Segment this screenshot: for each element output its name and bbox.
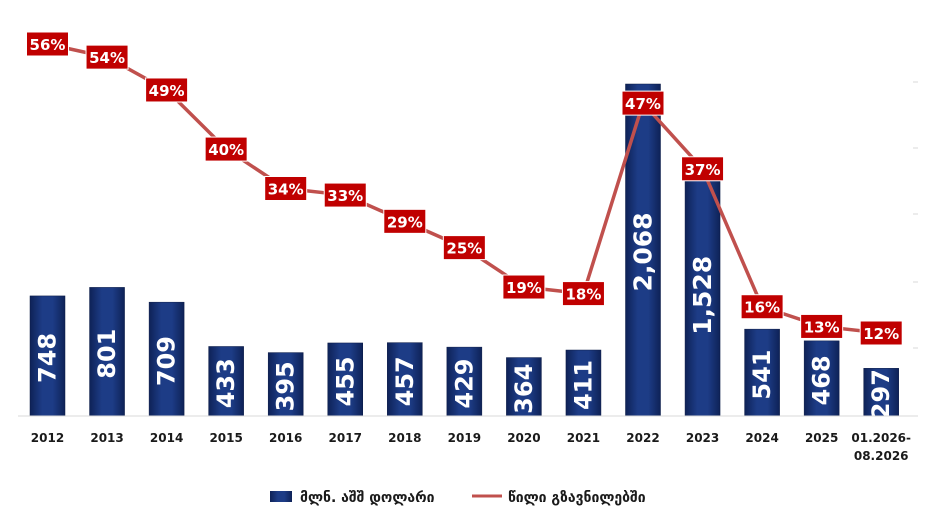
bar-data-label: 411 (569, 360, 597, 410)
x-tick-label: 2015 (209, 431, 242, 445)
bar-data-label: 709 (153, 336, 181, 386)
line-point-label: 19% (506, 279, 542, 297)
line-point-label-box (561, 281, 605, 307)
bar-2018 (387, 342, 423, 417)
bar-data-label: 468 (808, 355, 836, 405)
bar-2016 (267, 352, 304, 417)
x-tick-label: 2014 (150, 431, 183, 445)
legend-label-line: წილი გზავნილებში (508, 490, 646, 506)
line-series: 56% 54% 49% 40% 34% 33% 29% 25% 19% 18% 47% 37% 16% 1… (26, 31, 903, 346)
line-point-label: 18% (565, 286, 601, 304)
bar-data-label: 433 (212, 358, 240, 408)
legend-label-bar: მლნ. აშშ დოლარი (300, 490, 435, 506)
x-tick-label: 2021 (567, 431, 600, 445)
bar-data-label: 801 (93, 329, 121, 379)
x-tick-label: 01.2026-08.2026 (851, 431, 911, 463)
line-point-label: 25% (446, 240, 482, 258)
bar-data-label: 429 (450, 359, 478, 409)
line-point-label-box (204, 136, 248, 162)
bar-2023 (684, 170, 721, 417)
line-point-label: 13% (804, 318, 840, 336)
line-point-label: 40% (208, 141, 244, 159)
line-point-label: 47% (625, 95, 661, 113)
bar-2021 (565, 349, 602, 417)
line-point-label: 33% (327, 187, 363, 205)
bar-2024 (744, 328, 780, 417)
legend: მლნ. აშშ დოლარი წილი გზავნილებში (270, 490, 646, 506)
line-point-label-box (740, 294, 784, 320)
line-point-label-box (26, 31, 69, 57)
line-point-label: 29% (387, 213, 423, 231)
line-point-label-box (442, 235, 486, 261)
x-tick-label: 2025 (805, 431, 838, 445)
line-point-label-box (264, 176, 308, 201)
line-point-label: 37% (685, 161, 721, 179)
bar-01.2026-08.2026 (863, 368, 899, 417)
bar-data-label: 455 (331, 356, 359, 406)
line-point-label: 54% (89, 49, 125, 67)
line-point-label: 49% (149, 82, 185, 100)
line-point-label-box (800, 313, 844, 339)
bar-data-label: 457 (391, 356, 419, 406)
bar-2025 (803, 340, 840, 417)
line-point-label-box (681, 156, 725, 182)
bar-data-label: 2,068 (629, 212, 658, 291)
bar-data-label: 395 (272, 361, 300, 411)
line-point-label-box (383, 208, 427, 234)
x-tick-label: 2024 (745, 431, 778, 445)
x-tick-label: 2018 (388, 431, 421, 445)
line-point-label: 34% (268, 181, 304, 199)
line-point-label-box (323, 182, 367, 208)
line-point-label: 56% (30, 36, 66, 54)
bar-2019 (446, 346, 483, 417)
legend-swatch-bar (270, 491, 292, 502)
line-point-label-box (145, 77, 189, 103)
bar-data-label: 364 (510, 364, 538, 414)
bar-data-label: 748 (34, 333, 62, 383)
x-tick-label: 2023 (686, 431, 719, 445)
line-point-label-box (85, 44, 129, 70)
bar-data-label: 297 (867, 369, 895, 419)
line-point-label: 16% (744, 299, 780, 317)
bar-data-label: 541 (748, 350, 776, 400)
x-tick-label: 2017 (329, 431, 362, 445)
bar-2020 (506, 357, 542, 417)
x-tick-label: 2013 (90, 431, 123, 445)
bar-2015 (208, 346, 244, 417)
bar-series: 748 801 709 433 395 455 457 429 364 411 2,068 1,528… (29, 83, 899, 419)
x-tick-label: 2016 (269, 431, 302, 445)
x-tick-label: 2020 (507, 431, 540, 445)
line-point-label-box (621, 90, 665, 116)
bar-data-label: 1,528 (688, 256, 717, 335)
line-point-label-box (859, 320, 903, 346)
right-axis-ticks (913, 81, 918, 417)
bar-2014 (148, 301, 185, 417)
x-tick-label: 2022 (626, 431, 659, 445)
x-tick-label: 2019 (448, 431, 481, 445)
x-tick-label: 2012 (31, 431, 64, 445)
x-axis-ticks: 2012 2013 2014 2015 2016 2017 2018 2019 2020 2021… (31, 431, 911, 463)
line-point-label-box (502, 274, 546, 300)
line-point-label: 12% (863, 325, 899, 343)
